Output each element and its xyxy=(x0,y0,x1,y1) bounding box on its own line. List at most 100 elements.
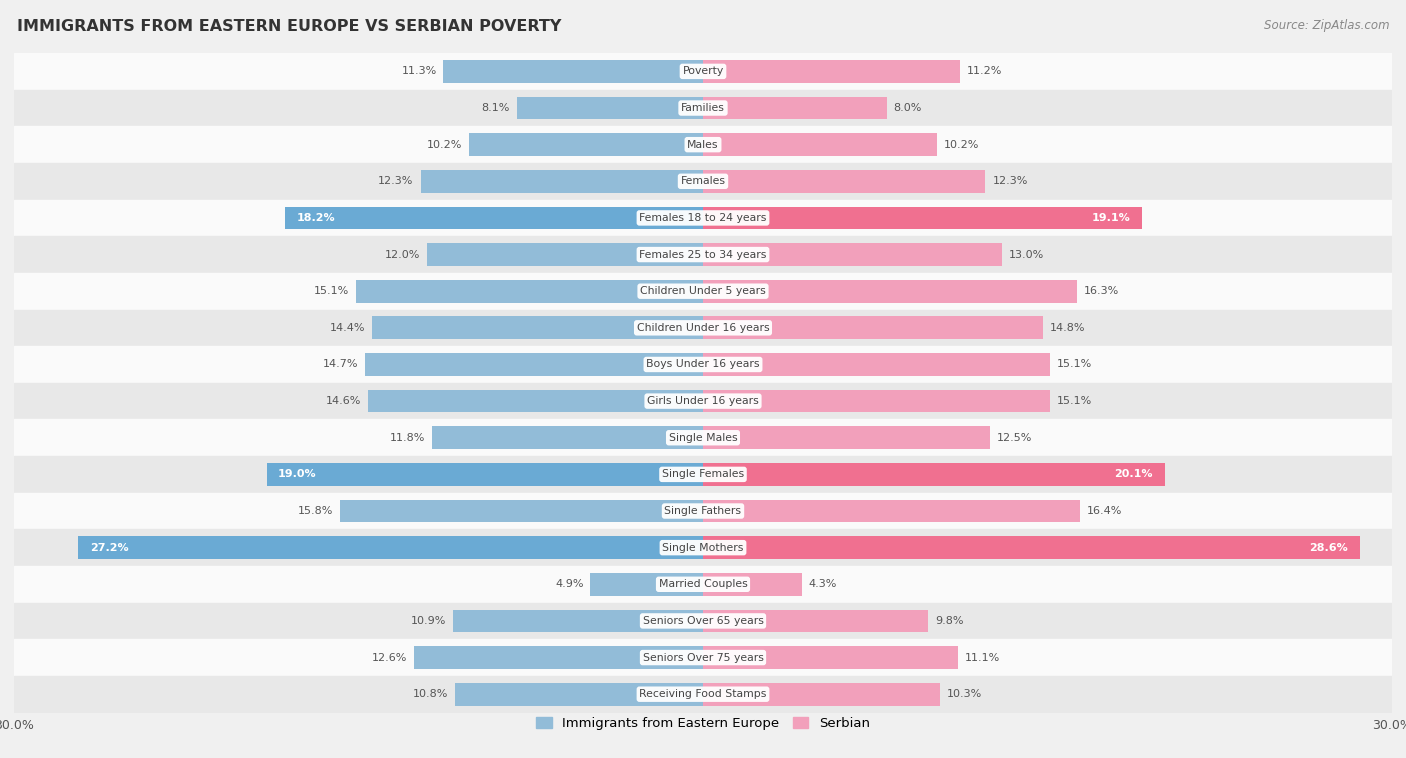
Text: Girls Under 16 years: Girls Under 16 years xyxy=(647,396,759,406)
Text: 19.1%: 19.1% xyxy=(1091,213,1130,223)
Text: Seniors Over 75 years: Seniors Over 75 years xyxy=(643,653,763,662)
Bar xyxy=(703,537,1360,559)
Text: Married Couples: Married Couples xyxy=(658,579,748,589)
Text: 15.1%: 15.1% xyxy=(314,287,349,296)
Bar xyxy=(427,243,703,266)
Text: Males: Males xyxy=(688,139,718,149)
Legend: Immigrants from Eastern Europe, Serbian: Immigrants from Eastern Europe, Serbian xyxy=(530,712,876,735)
Bar xyxy=(453,609,703,632)
Text: Receiving Food Stamps: Receiving Food Stamps xyxy=(640,689,766,699)
Bar xyxy=(703,243,1001,266)
Text: Children Under 5 years: Children Under 5 years xyxy=(640,287,766,296)
Bar xyxy=(14,236,1392,273)
Bar xyxy=(14,163,1392,199)
Bar xyxy=(373,317,703,339)
Bar xyxy=(703,170,986,193)
Text: 12.6%: 12.6% xyxy=(371,653,406,662)
Bar xyxy=(591,573,703,596)
Bar xyxy=(443,60,703,83)
Text: 4.3%: 4.3% xyxy=(808,579,837,589)
Bar xyxy=(703,280,1077,302)
Bar xyxy=(14,89,1392,127)
Text: 10.3%: 10.3% xyxy=(946,689,981,699)
Text: 15.1%: 15.1% xyxy=(1057,359,1092,369)
Bar xyxy=(703,133,938,156)
Bar xyxy=(368,390,703,412)
Text: 8.0%: 8.0% xyxy=(894,103,922,113)
Bar xyxy=(14,273,1392,309)
Bar xyxy=(703,353,1050,376)
Text: Single Fathers: Single Fathers xyxy=(665,506,741,516)
Bar xyxy=(703,427,990,449)
Bar xyxy=(703,60,960,83)
Text: 14.8%: 14.8% xyxy=(1050,323,1085,333)
Text: 20.1%: 20.1% xyxy=(1115,469,1153,479)
Text: 13.0%: 13.0% xyxy=(1008,249,1043,259)
Text: Source: ZipAtlas.com: Source: ZipAtlas.com xyxy=(1264,19,1389,32)
Bar xyxy=(366,353,703,376)
Text: Poverty: Poverty xyxy=(682,67,724,77)
Text: Families: Families xyxy=(681,103,725,113)
Bar xyxy=(703,647,957,669)
Bar xyxy=(703,390,1050,412)
Text: 11.3%: 11.3% xyxy=(401,67,437,77)
Text: 9.8%: 9.8% xyxy=(935,616,963,626)
Text: Single Mothers: Single Mothers xyxy=(662,543,744,553)
Text: 15.8%: 15.8% xyxy=(298,506,333,516)
Bar xyxy=(703,97,887,119)
Bar xyxy=(14,309,1392,346)
Bar xyxy=(468,133,703,156)
Text: 11.8%: 11.8% xyxy=(389,433,425,443)
Bar xyxy=(14,639,1392,676)
Bar xyxy=(356,280,703,302)
Text: Seniors Over 65 years: Seniors Over 65 years xyxy=(643,616,763,626)
Text: 18.2%: 18.2% xyxy=(297,213,335,223)
Text: Boys Under 16 years: Boys Under 16 years xyxy=(647,359,759,369)
Bar xyxy=(14,53,1392,89)
Bar xyxy=(703,500,1080,522)
Text: 28.6%: 28.6% xyxy=(1309,543,1348,553)
Bar xyxy=(703,207,1142,229)
Text: 10.2%: 10.2% xyxy=(945,139,980,149)
Text: Females 25 to 34 years: Females 25 to 34 years xyxy=(640,249,766,259)
Bar xyxy=(413,647,703,669)
Bar xyxy=(14,529,1392,566)
Text: Single Females: Single Females xyxy=(662,469,744,479)
Bar xyxy=(703,609,928,632)
Text: 11.1%: 11.1% xyxy=(965,653,1000,662)
Text: 4.9%: 4.9% xyxy=(555,579,583,589)
Text: 15.1%: 15.1% xyxy=(1057,396,1092,406)
Bar xyxy=(432,427,703,449)
Text: 8.1%: 8.1% xyxy=(482,103,510,113)
Text: 10.8%: 10.8% xyxy=(413,689,449,699)
Bar xyxy=(79,537,703,559)
Text: 27.2%: 27.2% xyxy=(90,543,128,553)
Text: Single Males: Single Males xyxy=(669,433,737,443)
Bar xyxy=(14,676,1392,713)
Text: 14.7%: 14.7% xyxy=(323,359,359,369)
Bar xyxy=(285,207,703,229)
Text: Females 18 to 24 years: Females 18 to 24 years xyxy=(640,213,766,223)
Text: Females: Females xyxy=(681,177,725,186)
Text: 19.0%: 19.0% xyxy=(278,469,316,479)
Bar xyxy=(14,127,1392,163)
Bar xyxy=(517,97,703,119)
Text: 11.2%: 11.2% xyxy=(967,67,1002,77)
Bar xyxy=(14,199,1392,236)
Bar xyxy=(14,419,1392,456)
Bar xyxy=(14,346,1392,383)
Bar xyxy=(703,573,801,596)
Text: 12.0%: 12.0% xyxy=(385,249,420,259)
Bar xyxy=(340,500,703,522)
Bar xyxy=(703,683,939,706)
Text: 16.4%: 16.4% xyxy=(1087,506,1122,516)
Bar xyxy=(703,463,1164,486)
Text: 12.3%: 12.3% xyxy=(993,177,1028,186)
Bar xyxy=(456,683,703,706)
Bar xyxy=(420,170,703,193)
Text: 14.6%: 14.6% xyxy=(325,396,361,406)
Bar xyxy=(267,463,703,486)
Bar xyxy=(14,603,1392,639)
Text: IMMIGRANTS FROM EASTERN EUROPE VS SERBIAN POVERTY: IMMIGRANTS FROM EASTERN EUROPE VS SERBIA… xyxy=(17,19,561,34)
Text: 10.9%: 10.9% xyxy=(411,616,446,626)
